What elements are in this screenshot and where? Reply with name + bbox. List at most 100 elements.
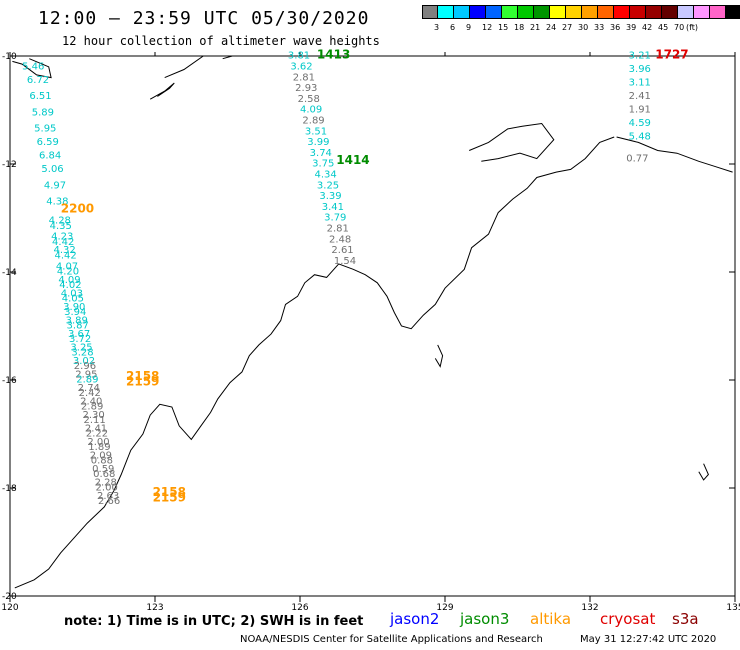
wave-height-label: 3.94 xyxy=(64,307,86,318)
scale-label: 6 xyxy=(450,23,456,32)
wave-height-label: 1.91 xyxy=(629,105,651,116)
lat-tick-label: -16 xyxy=(2,376,17,386)
wave-height-label: 6.51 xyxy=(29,91,51,102)
wave-height-label: 3.89 xyxy=(66,315,88,326)
scale-label: 30 xyxy=(578,23,589,32)
coastline xyxy=(698,463,709,481)
scale-swatch xyxy=(534,5,550,19)
wave-height-label: 3.67 xyxy=(68,329,90,340)
scale-label: 9 xyxy=(466,23,472,32)
wave-height-label: 5.95 xyxy=(34,124,56,135)
coastline xyxy=(164,55,213,79)
wave-height-label: 2.41 xyxy=(85,423,107,434)
scale-swatch xyxy=(598,5,614,19)
wave-height-label: 3.21 xyxy=(629,51,651,62)
wave-height-label: 2.00 xyxy=(87,437,109,448)
wave-height-label: 3.90 xyxy=(63,302,85,313)
coastline xyxy=(12,58,52,79)
wave-height-label: 2.40 xyxy=(80,396,102,407)
pass-time-label: 2159 xyxy=(153,491,186,505)
wave-height-label: 4.03 xyxy=(61,288,83,299)
wave-height-label: 3.87 xyxy=(67,321,89,332)
wave-height-label: 3.02 xyxy=(73,356,95,367)
lon-tick-label: 132 xyxy=(581,603,598,613)
wave-height-label: 4.02 xyxy=(59,280,81,291)
pass-time-label: 1727 xyxy=(655,48,688,62)
wave-height-label: 6.72 xyxy=(27,75,49,86)
wave-height-label: 1.89 xyxy=(88,442,110,453)
wave-height-label: 2.89 xyxy=(76,375,98,386)
wave-height-label: 5.48 xyxy=(629,132,651,143)
wave-height-label: 4.09 xyxy=(58,275,80,286)
scale-label: 12 xyxy=(482,23,493,32)
lon-tick-label: 123 xyxy=(146,603,163,613)
scale-label: 70 xyxy=(674,23,685,32)
wave-height-label: 0.88 xyxy=(91,456,113,467)
lon-tick-label: 129 xyxy=(436,603,453,613)
wave-height-label: 2.81 xyxy=(327,224,349,235)
lon-tick-label: 126 xyxy=(291,603,308,613)
wave-height-label: 2.89 xyxy=(302,116,324,127)
wave-height-label: 4.97 xyxy=(44,180,66,191)
page-subtitle: 12 hour collection of altimeter wave hei… xyxy=(62,34,380,48)
wave-height-label: 3.51 xyxy=(305,126,327,137)
wave-height-label: 2.74 xyxy=(78,383,100,394)
scale-swatch xyxy=(422,5,438,19)
wave-height-label: 2.96 xyxy=(74,361,96,372)
scale-label: 45 xyxy=(658,23,669,32)
wave-height-label: 2.00 xyxy=(96,483,118,494)
wave-height-label: 3.62 xyxy=(290,62,312,73)
wave-height-label: 3.75 xyxy=(312,159,334,170)
wave-height-label: 4.42 xyxy=(52,237,74,248)
scale-swatch xyxy=(486,5,502,19)
wave-height-label: 5.89 xyxy=(32,107,54,118)
wave-height-label: 4.07 xyxy=(56,261,78,272)
page-title: 12:00 – 23:59 UTC 05/30/2020 xyxy=(38,8,370,29)
wave-height-label: 5.06 xyxy=(41,164,63,175)
scale-swatch xyxy=(662,5,678,19)
wave-height-label: 2.95 xyxy=(75,369,97,380)
scale-swatch xyxy=(710,5,726,19)
lat-tick-label: -10 xyxy=(2,52,17,62)
wave-height-label: 4.09 xyxy=(300,105,322,116)
wave-height-label: 4.23 xyxy=(51,232,73,243)
scale-swatch xyxy=(502,5,518,19)
lat-tick-label: -12 xyxy=(2,160,17,170)
lat-tick-label: -14 xyxy=(2,268,17,278)
wave-height-label: 2.11 xyxy=(83,415,105,426)
wave-height-label: 2.41 xyxy=(629,91,651,102)
wave-height-label: 3.74 xyxy=(310,148,332,159)
wave-height-label: 2.22 xyxy=(86,429,108,440)
note-text: note: 1) Time is in UTC; 2) SWH is in fe… xyxy=(64,614,364,629)
wave-height-label: 3.41 xyxy=(322,202,344,213)
lon-tick-label: 120 xyxy=(1,603,18,613)
legend-cryosat: cryosat xyxy=(600,610,656,628)
lat-tick-label: -18 xyxy=(2,484,17,494)
pass-time-label: 2158 xyxy=(126,369,159,383)
wave-height-label: 2.61 xyxy=(331,245,353,256)
wave-height-label: 6.84 xyxy=(39,151,61,162)
wave-height-label: 2.81 xyxy=(293,72,315,83)
pass-time-label: 1413 xyxy=(317,48,350,62)
pass-time-label: 1414 xyxy=(336,153,369,167)
wave-height-label: 4.59 xyxy=(629,118,651,129)
wave-height-label: 3.79 xyxy=(324,213,346,224)
wave-height-label: 4.34 xyxy=(315,170,337,181)
scale-label: 21 xyxy=(530,23,541,32)
wave-height-label: 3.28 xyxy=(71,348,93,359)
scale-swatch xyxy=(470,5,486,19)
wave-height-label: 2.66 xyxy=(98,496,120,507)
scale-swatch xyxy=(630,5,646,19)
coastline xyxy=(469,122,555,162)
legend-altika: altika xyxy=(530,610,572,628)
scale-swatch xyxy=(566,5,582,19)
wave-height-label: 4.38 xyxy=(46,197,68,208)
pass-time-label: 2200 xyxy=(61,202,94,216)
wave-height-label: 1.54 xyxy=(334,256,356,267)
scale-label: 42 xyxy=(642,23,653,32)
scale-label: (ft) xyxy=(686,23,699,32)
wave-height-label: 2.30 xyxy=(83,410,105,421)
wave-height-label: 4.42 xyxy=(54,251,76,262)
wave-height-label: 2.42 xyxy=(79,388,101,399)
